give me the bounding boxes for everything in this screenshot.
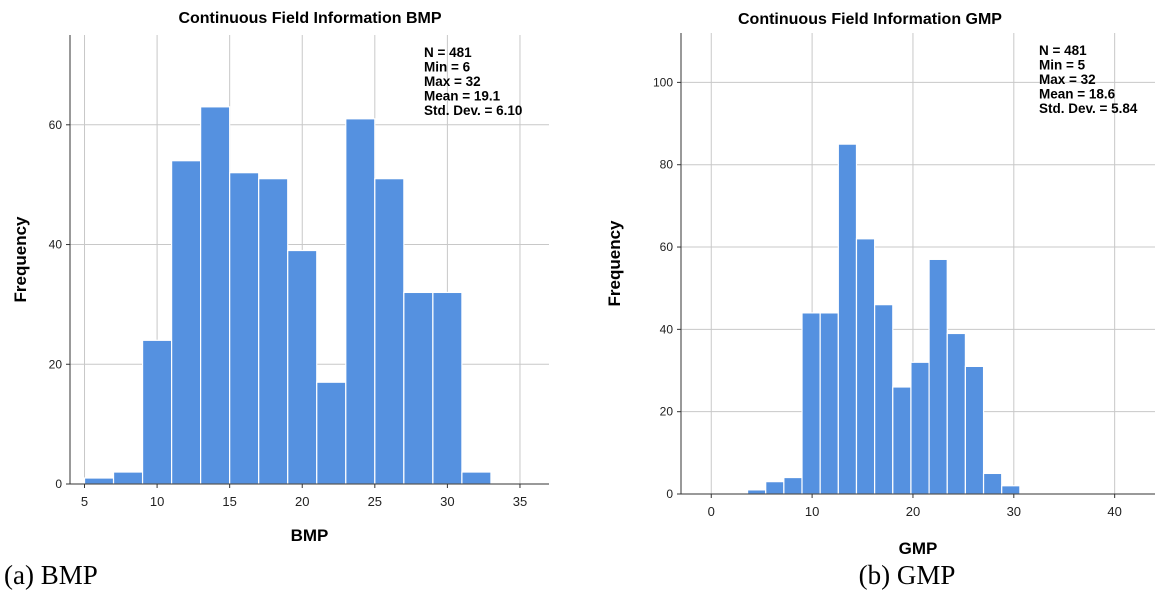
x-tick-label: 30 <box>440 494 454 509</box>
histogram-bar <box>112 471 144 485</box>
x-tick-label: 20 <box>295 494 309 509</box>
y-tick-label: 100 <box>653 75 673 89</box>
stats-line: Std. Dev. = 6.10 <box>424 103 522 118</box>
stats-line: Min = 6 <box>424 60 471 75</box>
histogram-bar <box>141 339 173 485</box>
x-tick-label: 10 <box>805 504 819 519</box>
stats-line: Max = 32 <box>1039 72 1096 87</box>
histogram-bar <box>258 178 289 485</box>
histogram-bar <box>374 178 405 485</box>
x-tick-label: 0 <box>708 504 715 519</box>
y-tick-label: 80 <box>660 158 674 172</box>
y-tick-label: 20 <box>49 357 63 371</box>
x-tick-label: 5 <box>81 494 88 509</box>
y-tick-label: 40 <box>660 322 674 336</box>
x-tick-label: 25 <box>368 494 382 509</box>
y-axis-label: Frequency <box>605 220 624 307</box>
y-tick-label: 60 <box>660 240 674 254</box>
y-tick-label: 0 <box>666 487 673 501</box>
gmp-histogram: 0 10 20 30 40 0 20 40 60 80 100 Continuous Field In… <box>605 11 1155 558</box>
histogram-bar <box>171 160 202 485</box>
histogram-bar <box>345 118 376 485</box>
stats-line: Min = 5 <box>1039 58 1086 73</box>
x-axis-label: BMP <box>291 526 329 545</box>
bmp-histogram: 5 10 15 20 25 30 35 0 20 40 60 Continuous Field Inf… <box>11 10 549 545</box>
histogram-bar <box>461 471 492 485</box>
histogram-bar <box>83 477 115 485</box>
chart-title: Continuous Field Information GMP <box>738 11 1002 28</box>
histogram-bar <box>403 291 434 485</box>
x-tick-label: 30 <box>1007 504 1021 519</box>
x-tick-label: 10 <box>150 494 164 509</box>
stats-line: N = 481 <box>424 45 472 60</box>
y-tick-label: 0 <box>55 477 62 491</box>
caption-right-container: (b) GMP <box>595 0 1166 601</box>
chart-title: Continuous Field Information BMP <box>178 10 441 27</box>
histogram-bar <box>316 381 347 485</box>
y-tick-label: 20 <box>660 405 674 419</box>
histogram-bar <box>432 291 463 485</box>
y-tick-label: 40 <box>49 238 63 252</box>
x-tick-label: 40 <box>1107 504 1121 519</box>
caption-gmp: (b) GMP <box>858 560 956 590</box>
y-axis-label: Frequency <box>11 216 30 303</box>
x-axis-label: GMP <box>899 539 938 558</box>
stats-line: Max = 32 <box>424 74 481 89</box>
caption-bmp: (a) BMP <box>4 560 98 590</box>
stats-line: Mean = 18.6 <box>1039 87 1116 102</box>
stats-line: Mean = 19.1 <box>424 89 501 104</box>
y-tick-label: 60 <box>49 118 63 132</box>
histogram-bar <box>229 172 260 485</box>
stats-line: Std. Dev. = 5.84 <box>1039 101 1138 116</box>
stats-line: N = 481 <box>1039 43 1087 58</box>
x-tick-label: 35 <box>513 494 527 509</box>
x-tick-label: 20 <box>906 504 920 519</box>
histogram-bar <box>287 249 318 485</box>
histogram-bar <box>200 106 231 485</box>
x-tick-label: 15 <box>222 494 236 509</box>
